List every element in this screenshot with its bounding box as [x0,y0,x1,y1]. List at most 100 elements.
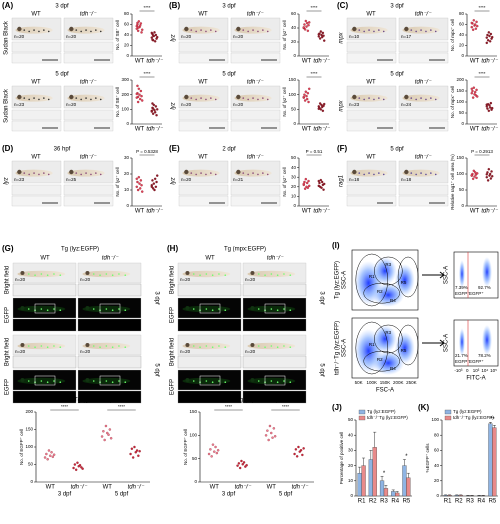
stain-spot [382,173,385,176]
zoom-image [230,109,281,121]
column-title: tdh⁻/⁻ [247,12,264,18]
zoom-image [178,120,229,132]
error-bar [358,466,362,474]
y-tick-label: 40 [459,32,465,37]
row-label: Tg (lyz:EGFP) [335,261,341,299]
data-point [471,177,475,180]
bar [447,495,452,497]
tick-label: 10⁵ [490,368,497,373]
stain-spot [124,381,127,384]
stain-spot [43,29,45,31]
data-point [305,94,308,98]
column-title: tdh⁻/⁻ [80,80,97,86]
stain-spot [205,30,207,33]
data-point [319,30,323,33]
stain-spot [247,173,249,176]
data-point [153,177,157,180]
stain-spot [40,273,43,275]
y-tick-label: 60 [291,11,297,16]
y-tick-label: 150 [456,155,464,160]
stain-spot [75,29,78,31]
x-tick-label: WT [46,485,56,491]
stage: 5 dpf [390,147,404,153]
data-point [475,176,478,180]
data-point [307,100,310,104]
stain-spot [118,273,120,275]
sample-count: n=23 [349,102,360,107]
x-tick-label: R4 [477,499,485,505]
stain-spot [27,345,30,347]
data-point [245,464,248,467]
zoom-image [346,184,397,196]
legend-swatch [444,409,452,415]
data-point [81,467,84,470]
x-tick-label: WT [470,59,480,65]
data-point [138,182,141,185]
data-point [488,40,492,43]
stain-spot [224,274,227,277]
data-point [488,106,492,109]
y-tick-label: 100 [431,417,439,422]
data-point [470,25,473,29]
stain-spot [247,98,249,101]
y-tick-label: 0 [350,493,353,498]
data-point [323,182,326,186]
gate-label: R1 [369,342,375,347]
roi-box [199,303,221,314]
stain-spot [33,172,35,174]
column-title: WT [31,155,41,161]
data-point [150,185,153,188]
zoom-image [178,52,229,64]
y-tick-label: 60 [459,22,465,27]
bar [402,465,407,497]
stain-spot [192,308,195,310]
data-point [72,466,75,470]
data-point [476,172,479,175]
group-label: 3 dpf [58,492,72,498]
column-title: WT [31,12,41,18]
eye [352,169,357,175]
eye [69,169,74,175]
column-title: tdh⁻/⁻ [80,12,97,18]
data-point [272,427,276,430]
data-point [138,97,142,101]
gate-label: EGFP⁻ [455,359,470,364]
data-point [150,110,153,113]
data-point [471,96,475,99]
stain-spot [59,381,62,384]
data-point [472,86,476,89]
data-point [236,464,239,467]
stain-spot [373,30,375,33]
error-bar [406,473,410,478]
y-tick-label: 50 [291,107,297,112]
stain-spot [75,172,78,174]
zoom-image [63,184,114,196]
stain-spot [190,29,193,31]
stain-spot [210,97,212,99]
stain-label: lyz [171,177,177,184]
stain-spot [415,98,417,101]
data-point [155,113,158,117]
eye [85,271,90,275]
data-point [306,29,310,32]
zoom-image [77,318,142,332]
data-point [153,111,157,114]
y-tick-label: 100 [456,99,464,104]
sample-count: n=20 [180,277,191,282]
significance: **** [225,404,232,409]
stain-spot [382,30,385,33]
y-tick-label: 30 [124,155,130,160]
x-tick-label: R4 [391,499,399,505]
stain-spot [382,98,385,101]
data-point [135,24,138,28]
stain-spot [218,345,220,347]
column-title: WT [366,155,376,161]
y-tick-label: 100 [288,92,296,97]
data-point [306,91,310,95]
zoom-image [242,390,307,404]
row-label: Bright field [170,338,176,366]
zoom-image [346,52,397,64]
y-tick-label: 80 [124,11,130,16]
eye [250,343,255,347]
data-point [302,182,305,186]
